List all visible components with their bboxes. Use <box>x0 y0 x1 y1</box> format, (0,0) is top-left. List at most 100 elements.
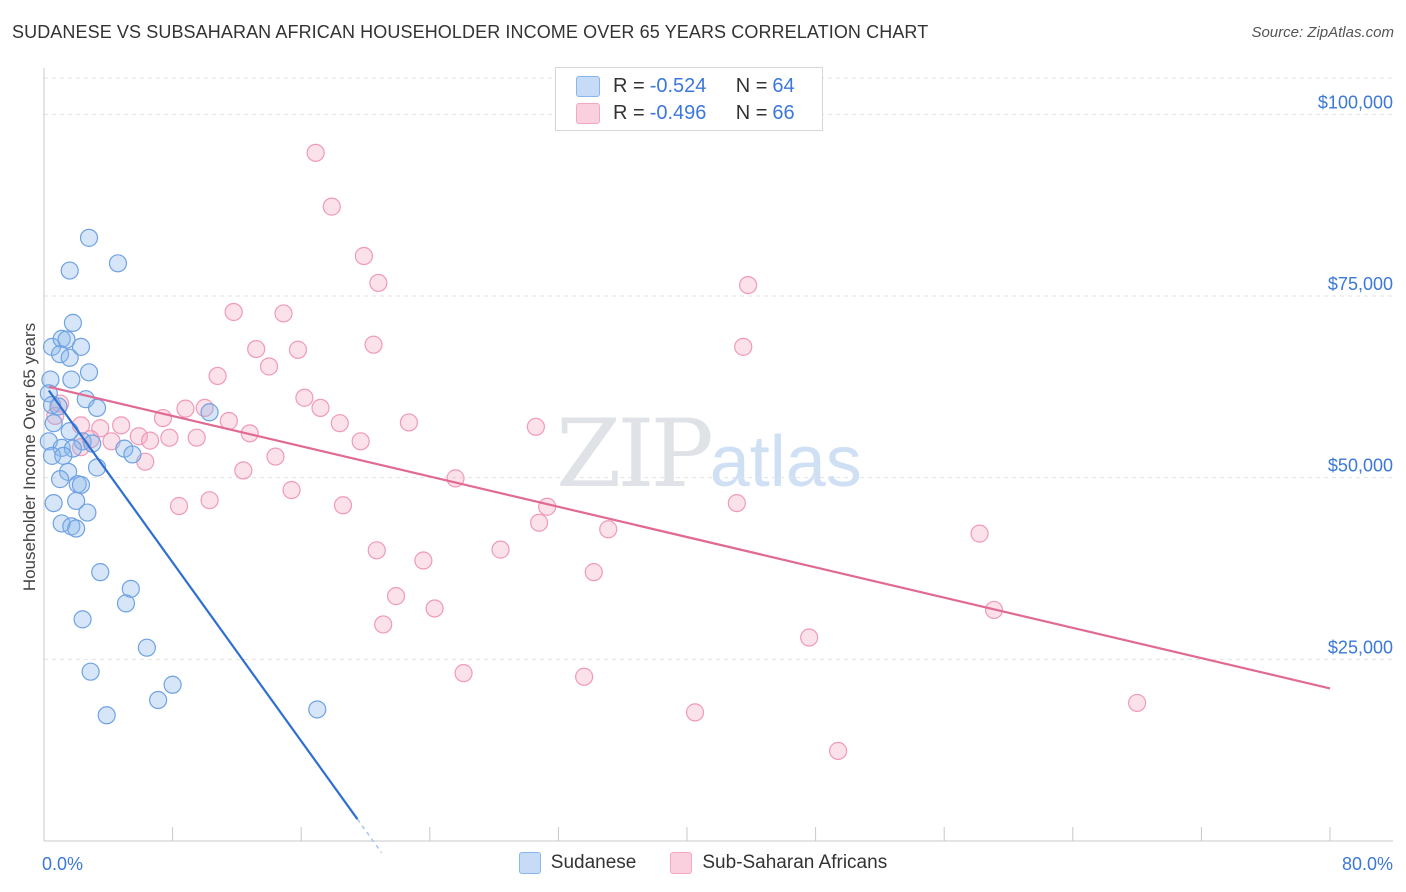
point-subsaharan-27 <box>129 427 148 446</box>
point-subsaharan-9 <box>247 339 266 359</box>
point-subsaharan-7 <box>364 335 383 354</box>
legend-item-subsaharan[interactable]: Sub-Saharan Africans <box>670 852 887 874</box>
point-sudanese-37 <box>78 503 97 522</box>
point-subsaharan-52 <box>584 563 603 582</box>
point-sudanese-12 <box>62 370 81 389</box>
point-subsaharan-23 <box>330 414 349 433</box>
point-subsaharan-61 <box>685 703 705 722</box>
point-subsaharan-47 <box>599 520 618 539</box>
point-subsaharan-2 <box>354 246 373 266</box>
legend-n-value: 66 <box>772 101 795 124</box>
point-subsaharan-45 <box>538 497 557 516</box>
point-subsaharan-56 <box>374 615 393 634</box>
legend-label-subsaharan: Sub-Saharan Africans <box>702 852 888 873</box>
point-subsaharan-10 <box>288 340 308 359</box>
point-subsaharan-51 <box>414 551 433 570</box>
series-sub-saharan-points <box>46 143 1147 760</box>
point-subsaharan-20 <box>112 416 131 435</box>
point-subsaharan-57 <box>800 628 819 647</box>
point-subsaharan-43 <box>333 496 353 515</box>
point-subsaharan-38 <box>234 461 253 480</box>
x-axis-ticks <box>43 827 1331 841</box>
point-sudanese-40 <box>67 519 86 538</box>
legend-swatch-sudanese <box>518 852 541 874</box>
legend-row-subsaharan: R = -0.496 N = 66 <box>576 100 795 126</box>
watermark-atlas: atlas <box>709 422 862 502</box>
point-subsaharan-44 <box>727 494 746 513</box>
point-subsaharan-62 <box>829 741 848 760</box>
point-sudanese-0 <box>79 228 99 247</box>
point-subsaharan-41 <box>200 491 219 510</box>
point-sudanese-1 <box>108 254 128 273</box>
legend-item-sudanese[interactable]: Sudanese <box>518 852 637 874</box>
point-subsaharan-53 <box>386 587 406 606</box>
point-sudanese-2 <box>60 261 79 280</box>
point-subsaharan-3 <box>369 273 388 293</box>
point-sudanese-7 <box>71 337 91 356</box>
x-tick-label-max: 80.0% <box>1342 854 1393 874</box>
trend-lines <box>47 385 1331 854</box>
point-sudanese-44 <box>73 610 92 629</box>
point-sudanese-49 <box>97 706 116 725</box>
gridlines <box>44 77 1393 660</box>
point-sudanese-47 <box>163 675 182 694</box>
legend-r-label: R = <box>613 74 645 97</box>
point-subsaharan-42 <box>169 496 189 516</box>
point-subsaharan-25 <box>526 417 545 436</box>
point-subsaharan-6 <box>274 304 293 323</box>
stats-legend: R = -0.524 N = 64 R = -0.496 N = 66 <box>555 67 823 131</box>
point-subsaharan-34 <box>351 432 370 451</box>
point-sudanese-25 <box>63 439 83 458</box>
point-subsaharan-4 <box>738 276 758 295</box>
watermark: ZIPatlas <box>556 400 862 509</box>
point-sudanese-35 <box>44 494 63 513</box>
y-tick-label-3: $100,000 <box>1318 92 1393 112</box>
point-subsaharan-54 <box>425 599 444 618</box>
chart-title: SUDANESE VS SUBSAHARAN AFRICAN HOUSEHOLD… <box>12 22 929 42</box>
y-tick-labels: $25,000 $50,000 $75,000 $100,000 <box>1318 92 1393 657</box>
legend-n-label: N = <box>735 101 768 124</box>
point-sudanese-43 <box>116 594 136 613</box>
x-tick-label-min: 0.0% <box>42 854 83 874</box>
point-subsaharan-11 <box>259 357 279 376</box>
axes <box>43 68 1393 842</box>
point-subsaharan-29 <box>187 428 206 447</box>
point-subsaharan-18 <box>311 398 330 418</box>
point-subsaharan-36 <box>266 447 285 466</box>
point-sudanese-5 <box>52 329 71 348</box>
y-tick-label-2: $75,000 <box>1328 274 1393 294</box>
legend-r-label: R = <box>613 101 645 124</box>
series-legend: Sudanese Sub-Saharan Africans <box>0 852 1406 874</box>
point-sudanese-28 <box>54 446 73 465</box>
point-sudanese-45 <box>137 638 156 657</box>
point-sudanese-32 <box>50 470 70 489</box>
point-subsaharan-48 <box>970 524 989 543</box>
legend-n-value: 64 <box>772 74 795 97</box>
point-sudanese-34 <box>71 475 91 495</box>
point-sudanese-41 <box>91 563 110 582</box>
point-sudanese-18 <box>200 403 219 422</box>
legend-swatch-subsaharan <box>576 102 600 124</box>
trend-line-subsaharan <box>48 385 1331 690</box>
point-subsaharan-46 <box>530 513 549 532</box>
point-sudanese-10 <box>79 363 99 382</box>
point-subsaharan-59 <box>575 667 594 686</box>
y-tick-label-0: $25,000 <box>1328 637 1393 657</box>
point-sudanese-17 <box>87 398 107 418</box>
trend-line-sudanese-extension <box>356 818 383 854</box>
point-subsaharan-13 <box>295 388 314 407</box>
point-subsaharan-28 <box>160 428 179 447</box>
legend-label-sudanese: Sudanese <box>550 852 637 873</box>
point-sudanese-8 <box>50 345 70 364</box>
legend-r-value: -0.496 <box>649 101 707 124</box>
source-label: Source: ZipAtlas.com <box>1251 24 1394 41</box>
point-sudanese-46 <box>81 662 100 681</box>
point-sudanese-9 <box>60 348 79 367</box>
point-subsaharan-5 <box>224 302 243 322</box>
point-subsaharan-1 <box>322 197 341 216</box>
point-subsaharan-49 <box>367 541 386 560</box>
point-subsaharan-58 <box>454 664 473 683</box>
point-subsaharan-33 <box>140 431 160 450</box>
point-subsaharan-8 <box>734 337 753 356</box>
